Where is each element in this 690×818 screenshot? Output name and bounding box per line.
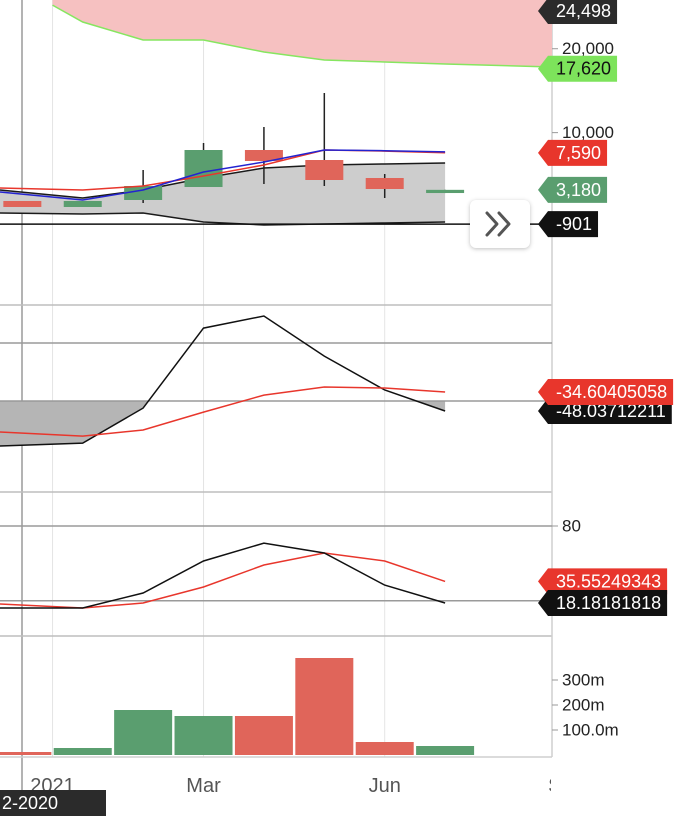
cloud-upper-edge bbox=[0, 162, 446, 199]
y-tick-label: 20,000 bbox=[562, 39, 614, 58]
candle-body bbox=[63, 200, 102, 207]
y-tick-label: 300m bbox=[562, 671, 605, 690]
right-axis: 20,000 10,000 24,498 17,620 7,590 3,180 -901 -4… bbox=[0, 0, 674, 740]
price-badge: -901 bbox=[538, 211, 599, 238]
indicator-line bbox=[0, 552, 446, 609]
cloud-area bbox=[52, 0, 552, 67]
price-badge-shape bbox=[538, 0, 618, 24]
candle-body bbox=[244, 150, 283, 161]
scroll-right-button[interactable] bbox=[470, 200, 530, 248]
chevron-icon bbox=[485, 211, 511, 237]
price-badge: -34.60405058 bbox=[538, 378, 674, 405]
price-badge-label: -901 bbox=[556, 214, 592, 234]
volume-bar bbox=[114, 710, 173, 755]
candle-body bbox=[3, 200, 42, 207]
price-badge: 18.18181818 bbox=[538, 590, 668, 617]
crosshair-label-box bbox=[0, 790, 106, 816]
candle-body bbox=[184, 150, 223, 188]
grid bbox=[52, 0, 386, 757]
price-badge-shape bbox=[538, 590, 668, 617]
candle-body bbox=[365, 178, 404, 190]
indicator-line bbox=[0, 315, 446, 447]
baseline-fill bbox=[0, 401, 446, 447]
price-badge-shape bbox=[538, 211, 599, 238]
y-tick-label: 10,000 bbox=[562, 123, 614, 142]
price-badge: 7,590 bbox=[538, 139, 608, 166]
price-badge: 3,180 bbox=[538, 176, 608, 203]
price-badge: 24,498 bbox=[538, 0, 618, 24]
pane bbox=[0, 0, 552, 226]
price-badge: 17,620 bbox=[538, 55, 618, 82]
indicator-line bbox=[0, 386, 446, 437]
candle-body bbox=[305, 160, 344, 180]
price-badge-shape bbox=[538, 176, 608, 203]
price-badge-shape bbox=[538, 139, 608, 166]
price-badge-label: -34.60405058 bbox=[556, 382, 667, 402]
volume-bar bbox=[0, 752, 52, 755]
y-tick-label: 80 bbox=[562, 517, 581, 536]
cloud-lower-edge bbox=[52, 4, 552, 68]
y-tick-label: 200m bbox=[562, 696, 605, 715]
price-badge: 35.55249343 bbox=[538, 568, 668, 595]
volume-bar bbox=[355, 742, 414, 755]
price-badge-label: 35.55249343 bbox=[556, 571, 661, 591]
price-badge-shape bbox=[538, 55, 618, 82]
x-tick-label: Jun bbox=[369, 775, 401, 797]
price-badge-label: 7,590 bbox=[556, 143, 601, 163]
x-tick-label: Mar bbox=[186, 775, 221, 797]
volume-bar bbox=[295, 658, 354, 755]
candle-body bbox=[426, 189, 465, 194]
crosshair-label: 2-2020 bbox=[2, 793, 58, 813]
volume-bar bbox=[416, 746, 475, 755]
volume-bar bbox=[174, 716, 233, 755]
price-badge-label: 18.18181818 bbox=[556, 593, 661, 613]
y-tick-label: 100.0m bbox=[562, 721, 619, 740]
price-badge-label: -48.03712211 bbox=[556, 401, 666, 421]
x-tick-label: Sep bbox=[548, 775, 584, 797]
x-axis: 2021 Mar Jun Sep bbox=[30, 775, 584, 797]
indicator-line bbox=[0, 542, 446, 609]
volume-bar bbox=[53, 748, 112, 755]
price-badge-label: 24,498 bbox=[556, 1, 611, 21]
candle-body bbox=[124, 185, 163, 200]
volume-bar bbox=[234, 716, 293, 755]
price-badge-label: 3,180 bbox=[556, 180, 601, 200]
pane bbox=[0, 525, 552, 609]
price-badge-shape bbox=[538, 568, 668, 595]
price-badge-label: 17,620 bbox=[556, 59, 611, 79]
indicator-line bbox=[0, 149, 446, 201]
pane bbox=[0, 315, 552, 447]
pane bbox=[0, 658, 475, 755]
price-badge-shape bbox=[538, 378, 674, 405]
